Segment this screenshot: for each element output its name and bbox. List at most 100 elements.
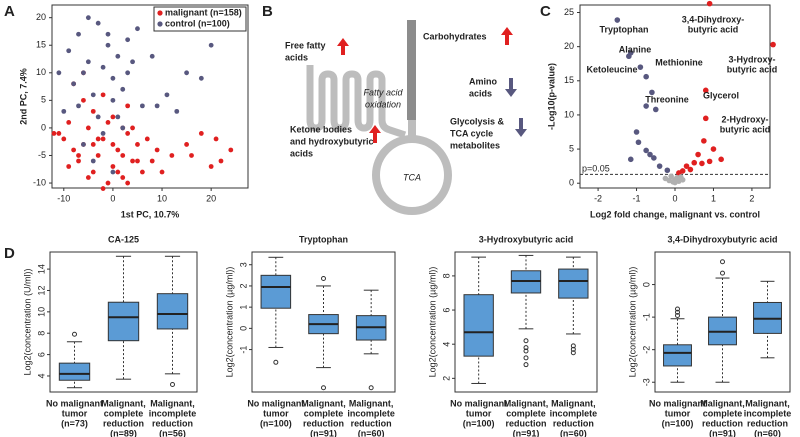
text-line: 2-Hydroxy- <box>721 114 768 124</box>
text-line: Malignant, <box>349 398 394 408</box>
point <box>61 108 67 114</box>
point <box>100 92 106 98</box>
box <box>260 274 292 309</box>
text-line: butyric acid <box>727 64 778 74</box>
text-line: butyric acid <box>688 24 739 34</box>
text-line: reduction <box>702 418 743 428</box>
plot-frame <box>251 251 396 393</box>
text-line: (n=100) <box>260 418 292 428</box>
y-tick-label: 10 <box>36 307 46 317</box>
point <box>154 103 160 109</box>
y-tick-label: 2 <box>238 283 248 288</box>
point <box>110 114 116 120</box>
outlier <box>321 276 326 282</box>
plot-frame <box>654 251 791 393</box>
point <box>81 97 86 103</box>
point <box>649 89 655 96</box>
point <box>149 53 155 59</box>
tube <box>407 20 416 120</box>
y-tick-label: 20 <box>36 12 46 22</box>
point <box>213 136 219 142</box>
point <box>110 169 116 175</box>
point <box>110 142 116 147</box>
point <box>71 81 77 87</box>
y-tick-label: 6 <box>441 308 451 313</box>
arrow-up <box>337 38 349 55</box>
point <box>115 147 121 153</box>
text-line: Malignant, <box>745 398 790 408</box>
point <box>672 179 678 186</box>
text-line: Malignant, <box>101 398 146 408</box>
x-tick-label: 20 <box>206 193 216 203</box>
text-line: Carbohydrates <box>423 31 487 41</box>
point <box>76 103 81 109</box>
x-tick-label: 2 <box>749 193 754 203</box>
point <box>100 131 106 136</box>
text-line: (n=73) <box>61 418 88 428</box>
outlier <box>675 309 680 315</box>
text-line: Glycerol <box>703 90 739 100</box>
y-tick-label: 10 <box>36 67 46 77</box>
y-tick-label: 5 <box>41 95 46 105</box>
text-line: and hydroxybutyric <box>290 136 374 146</box>
text-line: reduction <box>303 418 344 428</box>
point <box>651 155 657 161</box>
text-line: incomplete <box>744 408 792 418</box>
y-tick-label: 3 <box>238 262 248 267</box>
point <box>90 142 96 147</box>
y-tick-label: 0 <box>238 326 248 331</box>
text-line: Alanine <box>619 44 652 54</box>
outlier <box>523 345 529 351</box>
y-tick-label: -1 <box>641 313 651 321</box>
point <box>169 153 175 158</box>
text-line: (n=100) <box>463 418 495 428</box>
point <box>90 158 96 164</box>
box <box>558 268 589 299</box>
threshold-label: p=0.05 <box>582 164 610 174</box>
y-tick-label: -3 <box>641 378 651 386</box>
point <box>85 15 91 21</box>
chart-title: 3,4-Dihydroxybutyric acid <box>667 234 777 244</box>
point <box>643 147 649 154</box>
point <box>144 136 150 142</box>
text-line: acids <box>285 52 308 62</box>
outlier <box>523 338 529 344</box>
text-line: reduction <box>152 418 193 428</box>
point <box>115 169 121 175</box>
point <box>115 53 121 59</box>
point <box>90 108 96 114</box>
text-line: TCA cycle <box>450 128 493 138</box>
text-line: Malignant, <box>504 398 549 408</box>
point <box>706 158 713 165</box>
legend-label: malignant (n=158) <box>165 7 242 17</box>
point <box>706 0 713 7</box>
text-line: reduction <box>747 418 788 428</box>
point <box>135 158 140 164</box>
x-axis-label: Log2 fold change, malignant vs. control <box>590 209 760 219</box>
text-line: metabolites <box>450 140 500 150</box>
point <box>115 114 121 120</box>
point <box>125 37 131 43</box>
y-tick-label: 2 <box>441 376 451 381</box>
outlier <box>523 362 529 368</box>
y-axis-label: Log2(concentration (µg/ml)) <box>427 267 437 378</box>
x-tick-label: -2 <box>594 193 602 203</box>
text-line: (n=100) <box>662 418 694 428</box>
point <box>85 59 91 65</box>
point <box>198 131 204 136</box>
y-tick-label: 25 <box>564 7 574 17</box>
text-line: Free fatty <box>285 40 326 50</box>
point <box>218 158 224 164</box>
y-tick-label: 8 <box>36 331 46 336</box>
outlier <box>570 343 576 349</box>
text-line: (n=91) <box>310 428 337 437</box>
text-line: acids <box>469 88 492 98</box>
text-line: Amino <box>469 76 498 86</box>
point <box>130 158 135 164</box>
point <box>702 87 709 94</box>
point <box>691 159 698 166</box>
plot-frame <box>454 251 598 393</box>
arrow-down <box>505 78 517 97</box>
diagram <box>306 20 527 215</box>
point <box>120 125 126 131</box>
